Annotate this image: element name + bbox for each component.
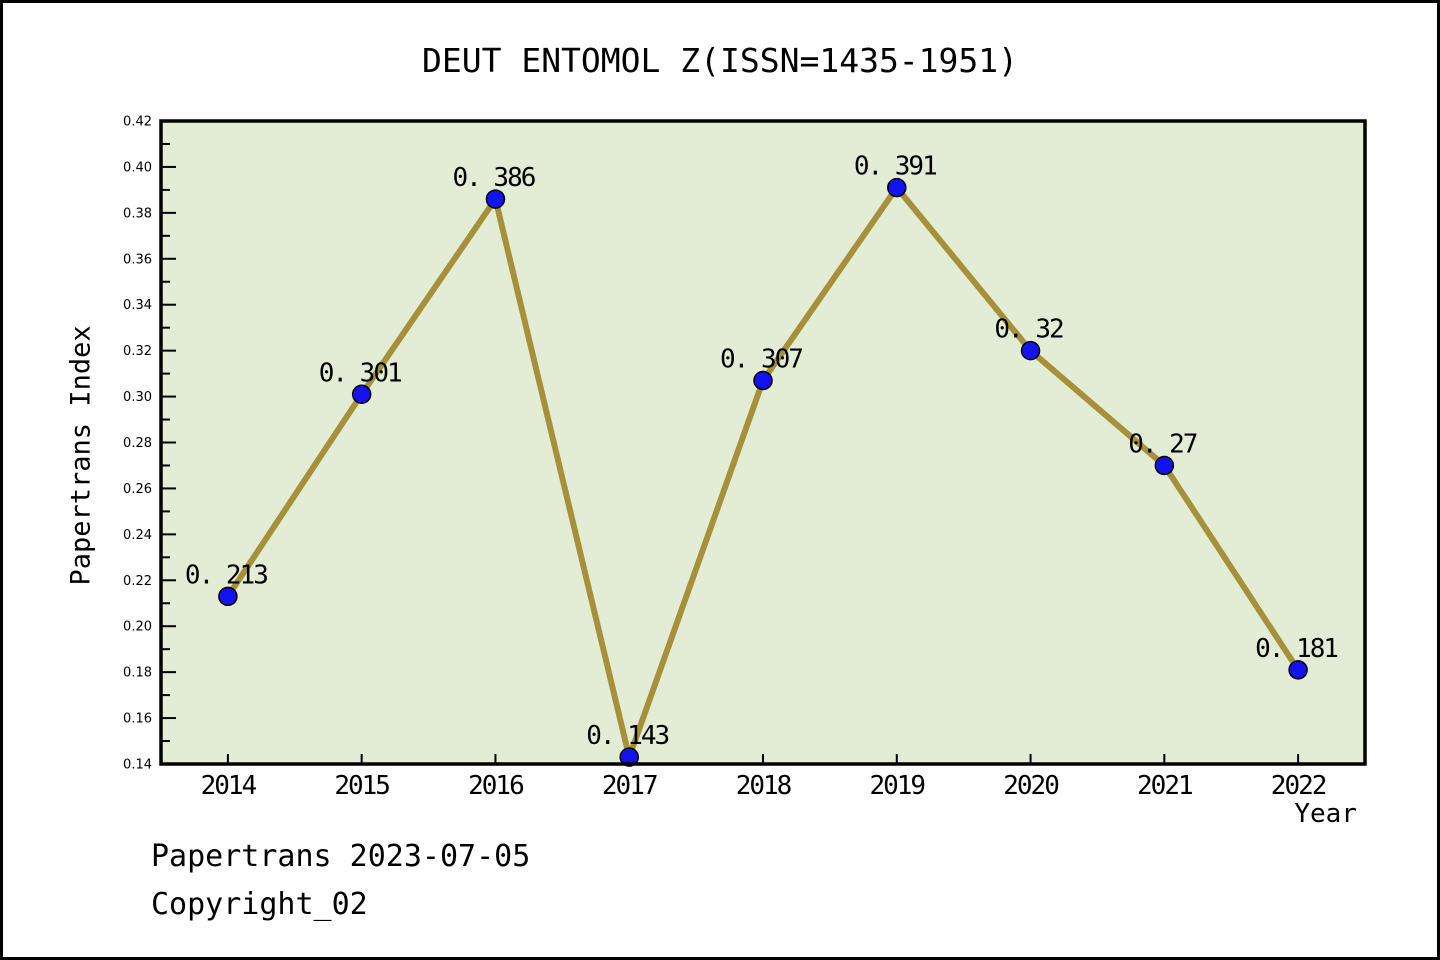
plot-area	[161, 121, 1365, 764]
y-tick-label: 0.42	[123, 115, 152, 130]
x-tick-label-2020: 2020	[1003, 771, 1058, 801]
data-point-2019	[887, 177, 907, 198]
data-point-2020	[1020, 340, 1041, 361]
y-tick-label: 0.18	[123, 666, 152, 681]
x-axis-title: Year	[1294, 799, 1357, 829]
x-tick-label-2017: 2017	[602, 771, 657, 801]
y-tick-label: 0.38	[123, 206, 152, 221]
y-tick-label: 0.22	[123, 574, 152, 589]
y-tick-label: 0.28	[123, 436, 152, 451]
point-label-2021: 0. 27	[1128, 429, 1197, 459]
point-label-2017: 0. 143	[586, 721, 668, 751]
data-point-2015	[351, 384, 372, 405]
point-label-2020: 0. 32	[994, 315, 1063, 345]
y-tick-label: 0.24	[123, 528, 152, 543]
x-tick-label-2016: 2016	[468, 771, 523, 801]
point-label-2014: 0. 213	[185, 560, 267, 590]
data-point-2018	[753, 370, 773, 391]
x-tick-label-2019: 2019	[869, 771, 924, 801]
data-point-2022	[1288, 660, 1308, 680]
point-label-2015: 0. 301	[319, 358, 401, 388]
y-tick-label: 0.32	[123, 344, 152, 359]
point-label-2022: 0. 181	[1255, 634, 1337, 664]
y-axis-title: Papertrans Index	[65, 325, 97, 586]
y-tick-label: 0.36	[123, 252, 152, 267]
y-tick-label: 0.16	[123, 712, 152, 727]
point-label-2018: 0. 307	[720, 344, 802, 374]
plot-border	[159, 119, 1367, 766]
x-tick-label-2015: 2015	[334, 771, 389, 801]
x-tick-label-2021: 2021	[1137, 771, 1192, 801]
y-tick-label: 0.14	[123, 758, 152, 773]
y-tick-label: 0.26	[123, 482, 152, 497]
line-chart-plot: 0.14 0.16 0.18 0.20 0.22 0.24 0.26 0.28 0.30 0.32…	[123, 115, 1367, 801]
point-label-2019: 0. 391	[854, 152, 936, 182]
chart-title: DEUT ENTOMOL Z(ISSN=1435-1951)	[421, 41, 1019, 80]
footer-copyright: Copyright_02	[151, 887, 368, 922]
data-point-2016	[485, 189, 506, 209]
y-tick-label: 0.40	[123, 160, 152, 175]
footer-source-date: Papertrans 2023-07-05	[151, 839, 531, 874]
x-tick-label-2014: 2014	[201, 771, 257, 801]
data-point-2017	[619, 747, 639, 767]
point-label-2016: 0. 386	[452, 163, 534, 193]
data-point-2021	[1154, 455, 1175, 476]
y-tick-label: 0.30	[123, 390, 152, 405]
data-point-2014	[218, 586, 238, 607]
y-tick-label: 0.20	[123, 620, 152, 635]
x-tick-label-2018: 2018	[736, 771, 791, 801]
y-tick-label: 0.34	[123, 298, 152, 313]
x-tick-label-2022: 2022	[1271, 771, 1326, 801]
